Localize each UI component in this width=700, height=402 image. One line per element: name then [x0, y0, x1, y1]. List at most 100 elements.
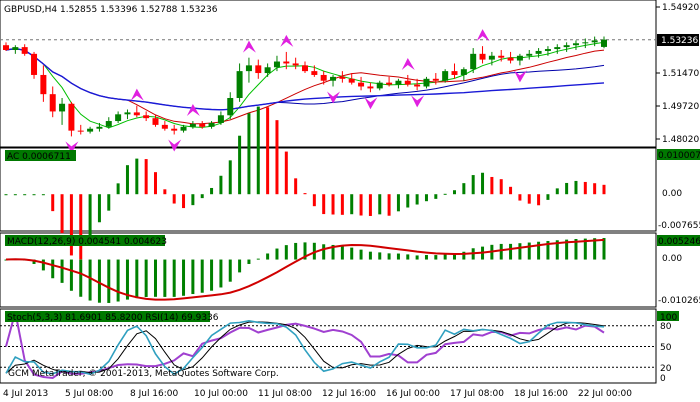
ac-scale-top-bg	[657, 149, 700, 160]
fractal-up-marker	[186, 104, 200, 117]
candle-body	[348, 78, 355, 83]
macd-bar	[340, 245, 344, 260]
time-label: 8 Jul 16:00	[130, 389, 179, 399]
ac-bar	[312, 194, 316, 207]
macd-bar	[602, 237, 606, 260]
macd-bar	[303, 242, 307, 260]
candle-body	[105, 121, 112, 127]
ac-bar	[574, 180, 578, 195]
ac-bar	[116, 183, 120, 195]
candle-body	[414, 84, 421, 87]
macd-bar	[135, 259, 139, 299]
candle-body	[358, 82, 365, 87]
macd-histogram	[4, 237, 606, 303]
price-chart[interactable]	[0, 29, 656, 154]
candle-body	[479, 53, 486, 60]
candle-body	[395, 80, 402, 85]
macd-scale-top: 0.005246	[658, 237, 700, 247]
macd-bar	[88, 259, 92, 301]
macd-bar	[4, 259, 8, 261]
ac-bar	[481, 172, 485, 195]
ac-bar	[228, 160, 232, 195]
price-label: 1.54920	[662, 3, 699, 13]
stoch-label: Stoch(5,3,3) 81.6901 85.8200 RSI(14) 69.…	[7, 313, 219, 323]
candle-body	[49, 94, 56, 112]
current-price-tag	[657, 34, 699, 46]
macd-scale-zero: 0.00	[662, 254, 682, 264]
macd-bar	[322, 244, 326, 260]
ac-bar	[602, 184, 606, 195]
candle-body	[507, 57, 514, 61]
ac-bar	[490, 176, 494, 195]
stoch-label-bg	[5, 311, 210, 322]
candle-body	[189, 123, 196, 127]
fractal-up-marker	[476, 29, 490, 42]
candle-body	[283, 61, 290, 64]
candle-body	[199, 123, 206, 127]
ac-bar	[135, 158, 139, 195]
ac-bar	[499, 179, 503, 195]
macd-bar	[574, 239, 578, 260]
candle-body	[302, 65, 308, 72]
ac-label-bg	[5, 150, 76, 161]
ac-bar	[97, 194, 101, 223]
macd-bar	[527, 242, 531, 260]
stoch-scale: 100 80 50 20 0	[657, 311, 679, 384]
ac-bar	[443, 193, 447, 195]
rsi-line	[5, 311, 605, 380]
fractal-up-marker	[130, 88, 144, 101]
ac-bar	[51, 194, 55, 212]
candle-body	[77, 130, 84, 132]
candle-body	[544, 49, 551, 51]
macd-bar	[453, 253, 456, 260]
macd-bar	[499, 243, 503, 260]
candle-body	[535, 50, 542, 54]
ac-bar	[546, 194, 550, 200]
macd-bar	[537, 241, 541, 260]
ma-long-line	[5, 47, 605, 111]
macd-bar	[275, 248, 279, 260]
candle-body	[572, 43, 579, 46]
ac-bar	[210, 187, 214, 195]
candle-body	[3, 45, 9, 50]
ac-bar	[219, 175, 223, 195]
price-label: 1.49720	[662, 102, 699, 112]
price-label: 1.48020	[662, 135, 699, 145]
ac-bar	[256, 106, 260, 195]
macd-bar	[294, 242, 298, 260]
macd-bar	[182, 259, 186, 296]
fractal-down-marker	[168, 139, 182, 152]
ac-bar	[378, 194, 382, 215]
ac-bar	[340, 194, 344, 215]
candle-body	[68, 103, 75, 131]
ac-bar	[41, 194, 45, 196]
macd-bar	[219, 259, 223, 288]
time-axis: 4 Jul 2013 5 Jul 08:00 8 Jul 16:00 10 Ju…	[3, 389, 632, 399]
ac-bar	[266, 107, 270, 195]
current-price-label: 1.53236	[661, 36, 698, 46]
macd-bar	[210, 259, 214, 291]
ac-scale-bottom: -0.007655	[658, 221, 700, 231]
candle-body	[367, 86, 374, 89]
candle-body	[245, 65, 252, 72]
macd-bar	[154, 259, 157, 297]
macd-bar	[359, 249, 363, 260]
candle-body	[386, 82, 393, 85]
copyright-text: GCM MetaTrader, © 2001-2013, MetaQuotes …	[8, 369, 279, 379]
ac-bar	[69, 194, 73, 256]
candle-body	[12, 47, 19, 50]
macd-bar	[434, 255, 438, 260]
fractal-down-marker	[364, 97, 378, 110]
candle-body	[423, 78, 430, 87]
candle-body	[217, 115, 224, 123]
fractal-down-marker	[411, 95, 425, 108]
macd-bar	[238, 259, 242, 273]
stoch-scale-50: 50	[660, 343, 672, 353]
candle-body	[563, 45, 570, 48]
ac-label: AC 0.0006711	[7, 152, 71, 162]
ac-bar	[32, 194, 36, 196]
macd-bar	[69, 259, 73, 291]
candle-body	[311, 71, 318, 75]
candle-body	[171, 128, 178, 131]
